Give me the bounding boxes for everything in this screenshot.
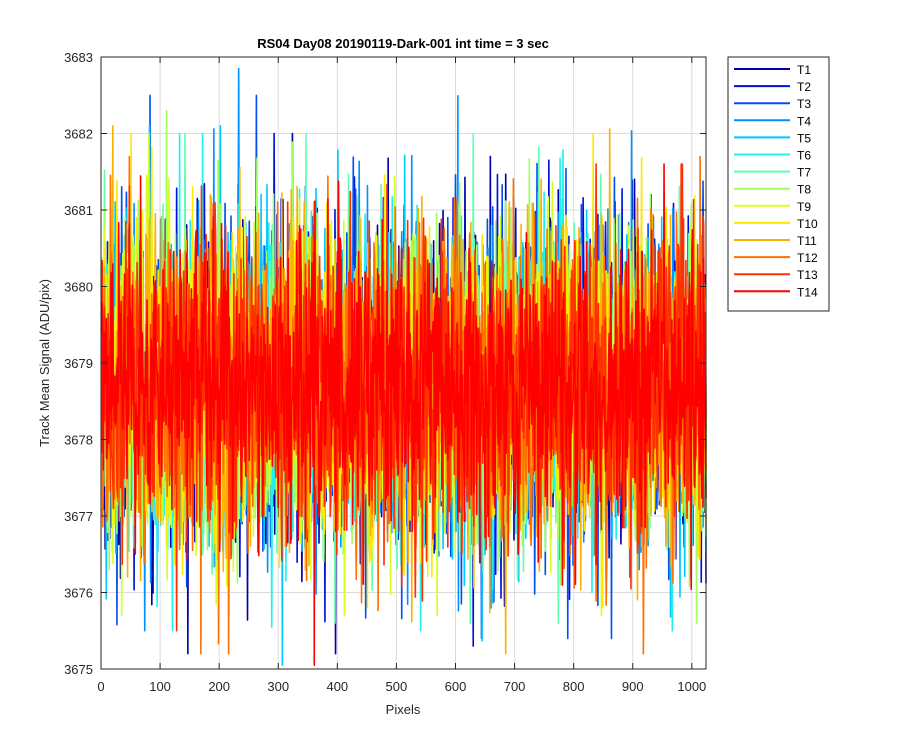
y-tick-label: 3677: [64, 509, 93, 524]
y-tick-label: 3683: [64, 50, 93, 65]
x-tick-label: 700: [504, 679, 526, 694]
chart-title: RS04 Day08 20190119-Dark-001 int time = …: [257, 36, 549, 51]
legend-label-t13: T13: [797, 268, 818, 282]
legend-label-t2: T2: [797, 80, 811, 94]
x-tick-label: 200: [208, 679, 230, 694]
x-tick-label: 300: [267, 679, 289, 694]
legend-label-t7: T7: [797, 166, 811, 180]
x-tick-label: 400: [326, 679, 348, 694]
x-tick-label: 1000: [677, 679, 706, 694]
x-tick-label: 500: [386, 679, 408, 694]
y-tick-label: 3682: [64, 127, 93, 142]
x-tick-label: 900: [622, 679, 644, 694]
x-tick-label: 100: [149, 679, 171, 694]
legend-label-t3: T3: [797, 97, 811, 111]
legend-label-t11: T11: [797, 234, 817, 248]
x-axis-label: Pixels: [386, 702, 421, 717]
legend-label-t6: T6: [797, 149, 811, 163]
x-tick-label: 800: [563, 679, 585, 694]
y-tick-label: 3680: [64, 280, 93, 295]
y-tick-label: 3681: [64, 203, 93, 218]
y-tick-label: 3675: [64, 662, 93, 677]
legend-label-t14: T14: [797, 285, 818, 299]
legend-label-t8: T8: [797, 183, 811, 197]
y-axis-label: Track Mean Signal (ADU/pix): [37, 279, 52, 447]
y-tick-label: 3676: [64, 586, 93, 601]
series-line-t13: [100, 163, 707, 632]
legend-label-t10: T10: [797, 217, 818, 231]
legend-label-t4: T4: [797, 114, 811, 128]
series-line-t14: [100, 163, 707, 666]
x-tick-label: 600: [445, 679, 467, 694]
axis-ticks: 0 100 200 300 400 500 600 700 800 900 1000 3675 3676…: [64, 50, 706, 694]
legend-label-t5: T5: [797, 131, 811, 145]
series-layer: [100, 67, 707, 666]
legend-label-t12: T12: [797, 251, 818, 265]
y-tick-label: 3679: [64, 356, 93, 371]
y-tick-label: 3678: [64, 433, 93, 448]
legend-box: [727, 56, 830, 312]
x-tick-label: 0: [97, 679, 104, 694]
legend-label-t1: T1: [797, 63, 811, 77]
legend-label-t9: T9: [797, 200, 811, 214]
legend: T1 T2 T3 T4 T5 T6 T7 T8 T9 T10 T11 T12 T13 T14: [727, 56, 830, 312]
